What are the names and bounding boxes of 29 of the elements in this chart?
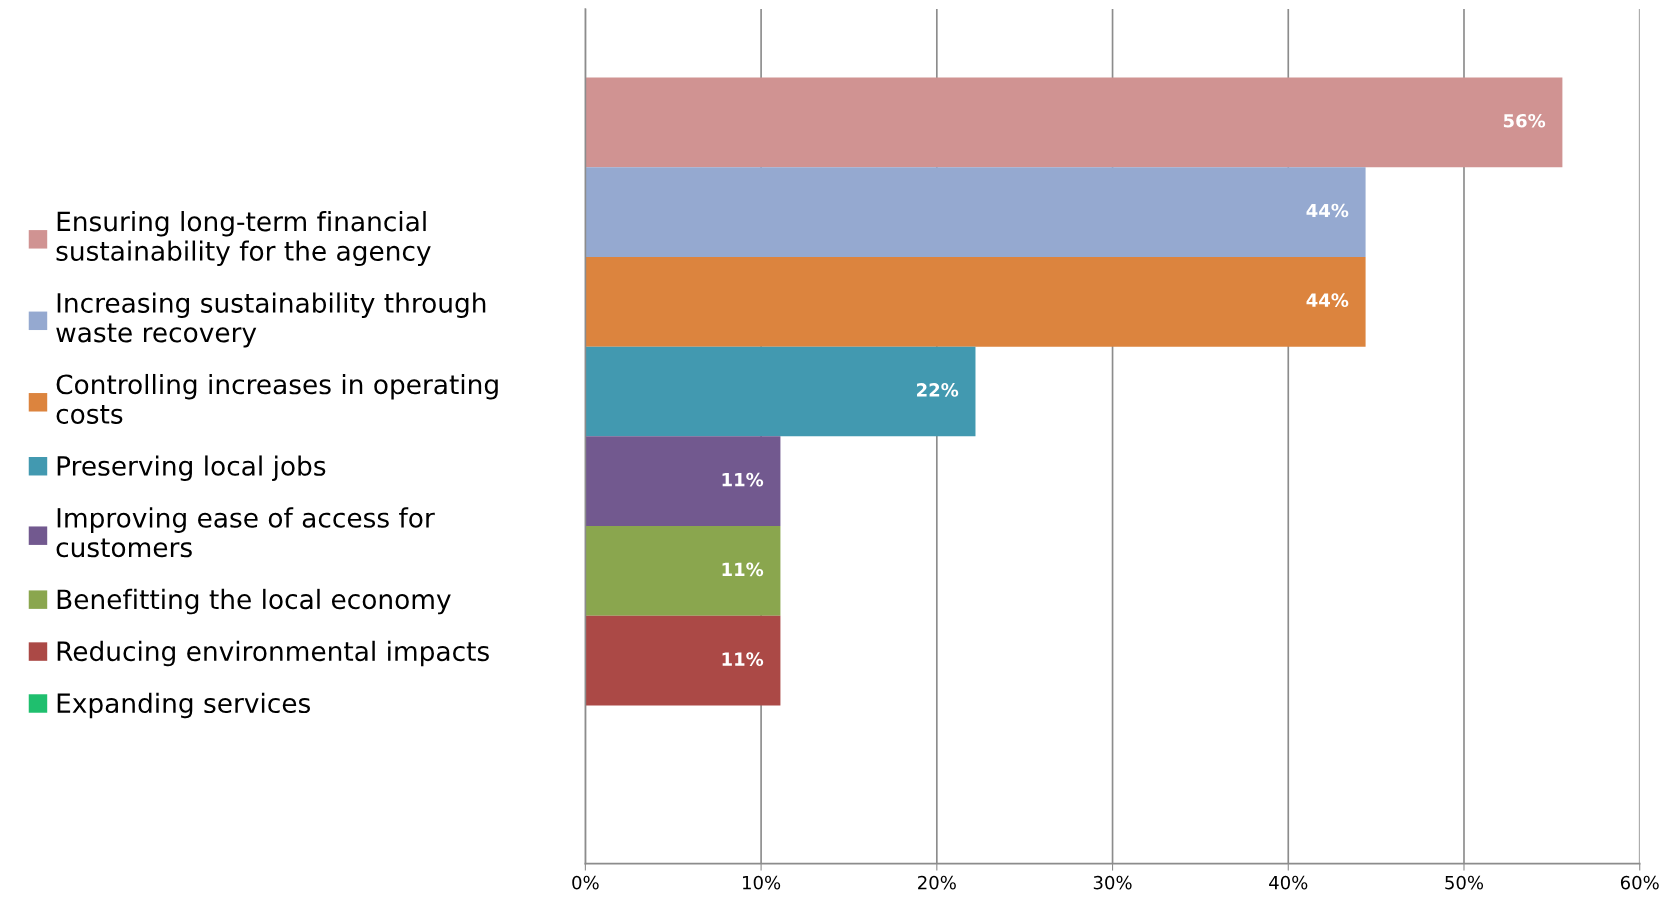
bar: [585, 77, 1563, 168]
bar: [585, 256, 1366, 347]
data-label: 22%: [917, 383, 959, 397]
bar: [585, 615, 781, 706]
x-tick-label: 10%: [743, 875, 781, 890]
data-label: 44%: [1306, 293, 1349, 308]
legend-label: Ensuring long-term financial sustainability for the agency: [56, 210, 431, 267]
data-label: 11%: [722, 562, 764, 577]
x-tick-label: 0%: [572, 875, 599, 890]
bar: [585, 346, 976, 437]
bar: [585, 167, 1366, 257]
data-label: 11%: [722, 472, 764, 487]
legend-label: Improving ease of access for customers: [56, 507, 435, 558]
data-label: 11%: [722, 652, 764, 666]
legend-label: Controlling increases in operating costs: [56, 373, 498, 424]
x-tick-label: 20%: [918, 875, 956, 890]
x-tick-label: 50%: [1445, 875, 1484, 890]
x-tick-label: 30%: [1093, 875, 1132, 890]
legend-label: Preserving local jobs: [57, 455, 326, 481]
data-label: 44%: [1306, 203, 1349, 218]
bar: [585, 436, 781, 527]
legend-label: Reducing environmental impacts: [57, 640, 489, 667]
x-tick-label: 40%: [1269, 875, 1308, 890]
legend-label: Expanding services: [57, 692, 310, 719]
x-tick-label: 60%: [1620, 875, 1659, 890]
legend-label: Increasing sustainability through waste recovery: [56, 292, 486, 348]
bar: [585, 526, 781, 616]
data-label: 56%: [1503, 113, 1546, 128]
legend-label: Benefitting the local economy: [57, 588, 451, 615]
